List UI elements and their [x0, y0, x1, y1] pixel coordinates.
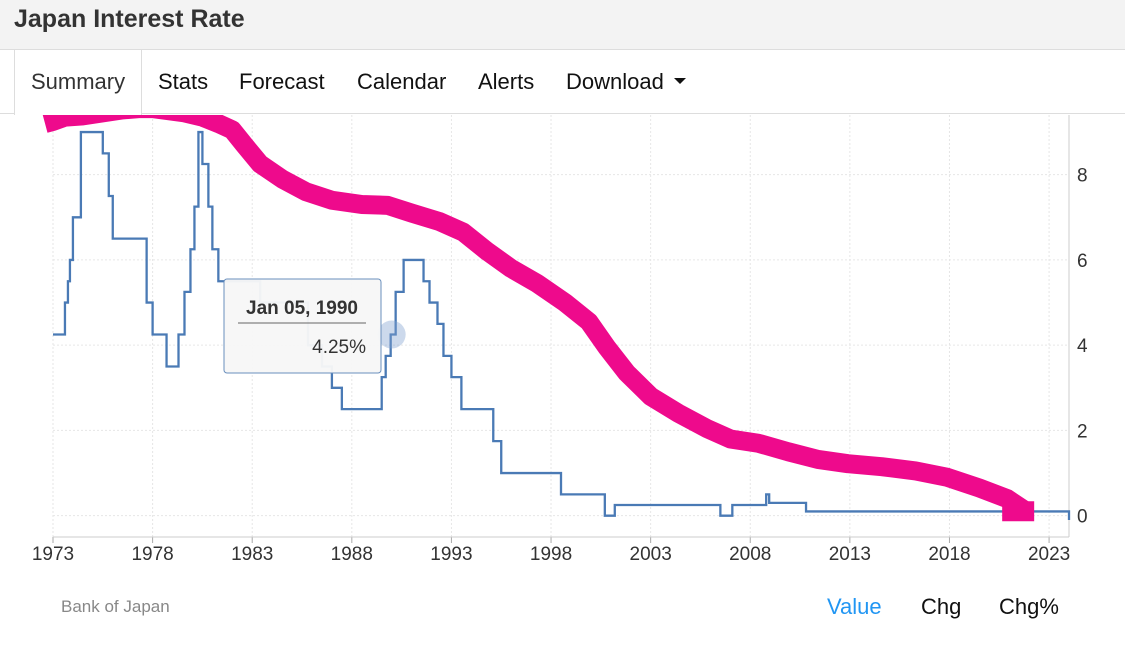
interest-rate-chart: 1973 1978 1983 1988 1993 1998 2003 2008 2013 2018…	[32, 99, 1088, 565]
source-label: Bank of Japan	[61, 597, 170, 616]
x-tick-label: 2008	[729, 544, 771, 565]
tab-download[interactable]: Download	[566, 50, 686, 114]
caret-down-icon	[673, 78, 686, 85]
x-axis: 1973 1978 1983 1988 1993 1998 2003 2008 2013 2018…	[32, 536, 1070, 565]
tab-alerts-label: Alerts	[478, 69, 535, 94]
y-tick-label: 6	[1077, 251, 1088, 272]
x-tick-label: 1978	[131, 544, 173, 565]
tab-forecast[interactable]: Forecast	[239, 50, 325, 114]
chart-area: 1973 1978 1983 1988 1993 1998 2003 2008 2013 2018…	[0, 99, 1125, 648]
tab-bar: Summary Stats Forecast Calendar Alerts D…	[0, 50, 1125, 115]
annotation-stroke	[42, 99, 1033, 519]
y-axis: 0 2 4 6 8	[1068, 115, 1088, 537]
hover-marker	[377, 320, 406, 349]
tooltip: Jan 05, 1990 4.25%	[223, 278, 382, 374]
x-tick-label: 2003	[630, 544, 672, 565]
annotation-blob	[1002, 501, 1035, 522]
mode-chg-pct-button[interactable]: Chg%	[999, 594, 1059, 619]
x-tick-label: 2013	[829, 544, 871, 565]
y-tick-label: 4	[1077, 336, 1088, 357]
tab-summary-label: Summary	[31, 69, 126, 94]
mode-chg-button[interactable]: Chg	[921, 594, 962, 619]
tab-alerts[interactable]: Alerts	[478, 50, 534, 114]
annotation-layer	[42, 99, 1035, 522]
mode-value-button[interactable]: Value	[827, 594, 882, 619]
tab-summary[interactable]: Summary	[14, 50, 143, 115]
x-tick-label: 1993	[430, 544, 472, 565]
header: Japan Interest Rate	[0, 0, 1125, 50]
tab-stats[interactable]: Stats	[158, 50, 208, 114]
y-tick-label: 2	[1077, 421, 1088, 442]
y-tick-label: 0	[1077, 507, 1088, 528]
tooltip-box	[223, 278, 382, 374]
tab-calendar-label: Calendar	[357, 69, 447, 94]
tooltip-date: Jan 05, 1990	[246, 298, 358, 319]
chart-grid	[52, 115, 1069, 537]
x-tick-label: 2018	[928, 544, 970, 565]
x-tick-label: 2023	[1028, 544, 1070, 565]
y-tick-label: 8	[1077, 166, 1088, 187]
tooltip-value: 4.25%	[312, 337, 366, 358]
page-title: Japan Interest Rate	[14, 5, 245, 33]
tab-forecast-label: Forecast	[239, 69, 325, 94]
x-tick-label: 1998	[530, 544, 572, 565]
x-tick-label: 1973	[32, 544, 74, 565]
tab-calendar[interactable]: Calendar	[357, 50, 446, 114]
tab-download-label: Download	[566, 69, 664, 94]
x-tick-label: 1983	[231, 544, 273, 565]
tab-stats-label: Stats	[158, 69, 209, 94]
x-tick-label: 1988	[331, 544, 373, 565]
